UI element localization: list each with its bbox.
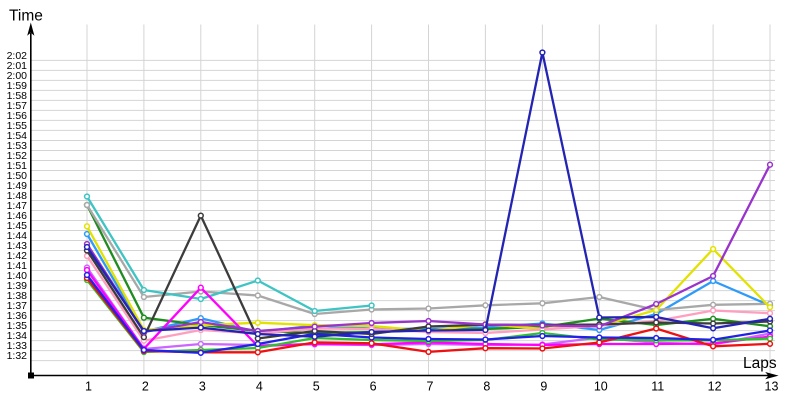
svg-text:Time: Time bbox=[9, 8, 43, 25]
svg-text:1:43: 1:43 bbox=[7, 240, 28, 252]
svg-text:5: 5 bbox=[313, 380, 320, 394]
svg-text:1:41: 1:41 bbox=[7, 260, 28, 272]
svg-text:1:35: 1:35 bbox=[7, 320, 28, 332]
svg-text:1:44: 1:44 bbox=[7, 230, 28, 242]
svg-text:11: 11 bbox=[651, 380, 664, 394]
svg-text:1:59: 1:59 bbox=[7, 80, 28, 92]
svg-text:2:02: 2:02 bbox=[7, 50, 28, 62]
svg-text:1:58: 1:58 bbox=[7, 90, 28, 102]
svg-text:2:01: 2:01 bbox=[7, 60, 28, 72]
svg-text:3: 3 bbox=[199, 380, 206, 394]
svg-text:1:47: 1:47 bbox=[7, 200, 28, 212]
svg-text:1:33: 1:33 bbox=[7, 340, 28, 352]
svg-text:1:52: 1:52 bbox=[7, 150, 28, 162]
svg-text:12: 12 bbox=[708, 380, 722, 394]
svg-text:1: 1 bbox=[85, 380, 92, 394]
svg-text:4: 4 bbox=[256, 380, 263, 394]
svg-text:1:32: 1:32 bbox=[7, 350, 28, 362]
svg-text:1:53: 1:53 bbox=[7, 140, 28, 152]
svg-text:1:39: 1:39 bbox=[7, 280, 28, 292]
svg-text:9: 9 bbox=[540, 380, 547, 394]
svg-text:1:36: 1:36 bbox=[7, 310, 28, 322]
svg-text:Laps: Laps bbox=[743, 355, 777, 372]
svg-text:7: 7 bbox=[427, 380, 434, 394]
svg-text:10: 10 bbox=[594, 380, 608, 394]
svg-text:8: 8 bbox=[483, 380, 490, 394]
svg-text:1:49: 1:49 bbox=[7, 180, 28, 192]
svg-text:6: 6 bbox=[370, 380, 377, 394]
svg-text:1:34: 1:34 bbox=[7, 330, 28, 342]
svg-text:1:51: 1:51 bbox=[7, 160, 28, 172]
svg-text:13: 13 bbox=[765, 380, 779, 394]
svg-text:1:55: 1:55 bbox=[7, 120, 28, 132]
svg-text:1:40: 1:40 bbox=[7, 270, 28, 282]
svg-text:1:54: 1:54 bbox=[7, 130, 28, 142]
svg-text:1:37: 1:37 bbox=[7, 300, 28, 312]
svg-text:2: 2 bbox=[142, 380, 149, 394]
svg-text:2:00: 2:00 bbox=[7, 70, 28, 82]
svg-text:1:48: 1:48 bbox=[7, 190, 28, 202]
svg-text:1:45: 1:45 bbox=[7, 220, 28, 232]
svg-text:1:57: 1:57 bbox=[7, 100, 28, 112]
svg-text:1:38: 1:38 bbox=[7, 290, 28, 302]
svg-text:1:46: 1:46 bbox=[7, 210, 28, 222]
svg-text:1:42: 1:42 bbox=[7, 250, 28, 262]
svg-text:1:50: 1:50 bbox=[7, 170, 28, 182]
svg-text:1:56: 1:56 bbox=[7, 110, 28, 122]
